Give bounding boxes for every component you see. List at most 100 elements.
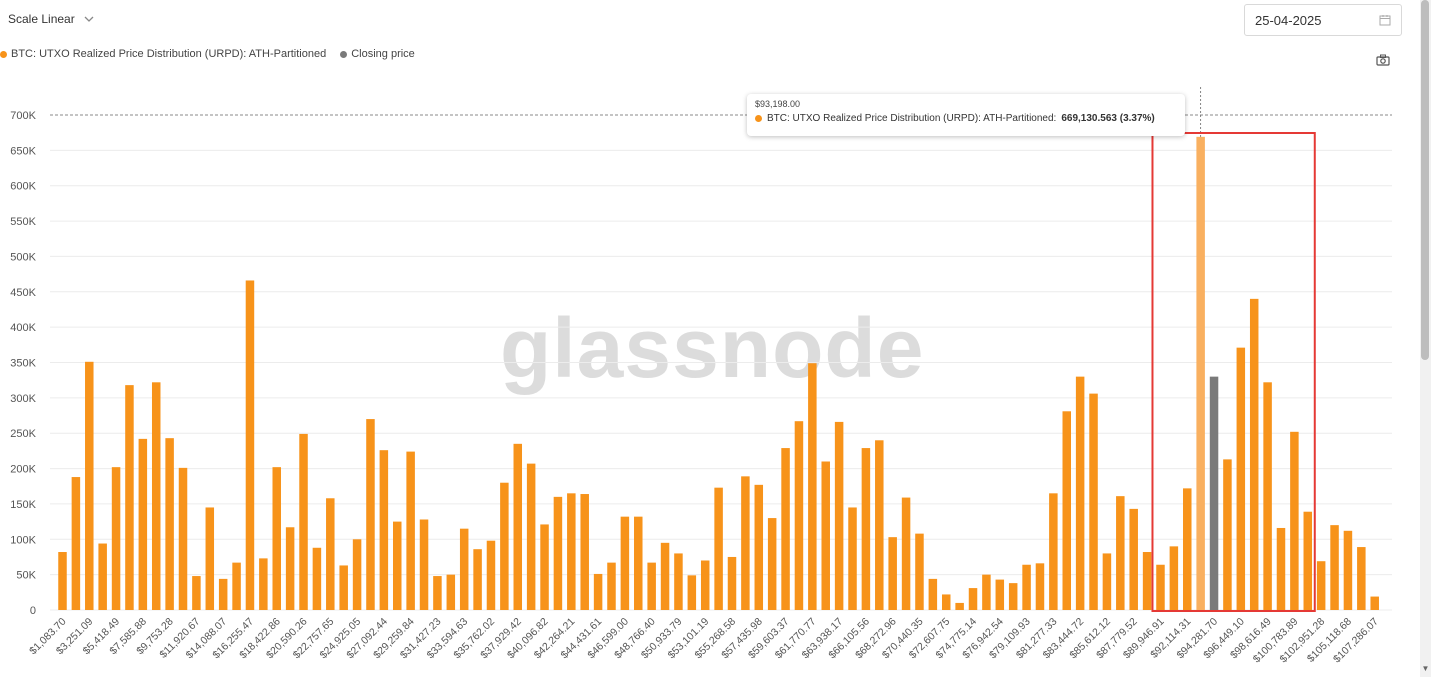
y-tick-label: 400K — [10, 322, 36, 334]
bar — [607, 562, 616, 610]
bar — [125, 385, 134, 610]
tooltip-price: $93,198.00 — [755, 99, 801, 109]
date-value: 25-04-2025 — [1255, 12, 1322, 28]
bar — [620, 516, 630, 610]
y-tick-label: 700K — [10, 110, 36, 122]
bar — [1129, 508, 1138, 610]
y-tick-label: 350K — [10, 358, 36, 370]
bar — [634, 516, 643, 610]
bar — [312, 547, 322, 610]
chart-legend: BTC: UTXO Realized Price Distribution (U… — [0, 48, 415, 60]
bar — [1223, 459, 1232, 610]
bar — [1008, 583, 1018, 610]
bar — [245, 280, 255, 610]
bar — [1183, 488, 1192, 610]
bar — [968, 588, 978, 610]
bar — [111, 467, 121, 610]
bar — [272, 467, 281, 610]
bar — [1290, 431, 1299, 610]
bar — [875, 440, 884, 610]
bar — [393, 521, 402, 610]
legend-item-urpd[interactable]: BTC: UTXO Realized Price Distribution (U… — [0, 48, 326, 60]
bar — [593, 573, 603, 610]
bar — [433, 576, 442, 610]
y-tick-label: 650K — [10, 145, 36, 157]
bar — [446, 574, 456, 610]
bar — [526, 463, 536, 610]
bar — [205, 507, 215, 610]
bar — [178, 467, 188, 610]
scrollbar-thumb[interactable] — [1421, 0, 1429, 360]
bar — [513, 443, 523, 610]
bar — [1370, 596, 1379, 610]
bar — [58, 552, 67, 610]
bar — [982, 574, 991, 610]
date-picker[interactable]: 25-04-2025 — [1244, 4, 1402, 36]
scale-select[interactable]: Scale Linear — [8, 8, 95, 30]
y-tick-label: 150K — [10, 499, 36, 511]
bar — [165, 438, 174, 610]
tooltip-value: 669,130.563 (3.37%) — [1061, 113, 1155, 124]
bar — [352, 539, 362, 610]
bar — [232, 562, 241, 610]
y-tick-label: 100K — [10, 534, 36, 546]
bar — [888, 537, 897, 610]
legend-label-urpd: BTC: UTXO Realized Price Distribution (U… — [11, 48, 327, 60]
bar — [540, 524, 549, 610]
bar — [85, 361, 94, 610]
camera-icon[interactable] — [1376, 54, 1390, 66]
bar — [500, 482, 509, 610]
bar — [700, 560, 710, 610]
bar — [861, 448, 871, 610]
bar — [406, 451, 415, 610]
bar — [459, 528, 469, 610]
bar — [1263, 382, 1272, 610]
bar — [419, 519, 429, 610]
bar — [714, 487, 723, 610]
bar — [98, 543, 107, 610]
bar — [995, 579, 1005, 610]
bar — [928, 578, 938, 610]
bar — [580, 494, 589, 610]
bar — [1357, 547, 1366, 610]
bar — [567, 493, 576, 610]
scroll-down-arrow[interactable]: ▼ — [1421, 664, 1430, 673]
bar — [379, 450, 389, 610]
chart-tooltip: $93,198.00 BTC: UTXO Realized Price Dist… — [747, 94, 1185, 136]
bar — [808, 363, 817, 610]
bar — [848, 507, 857, 610]
bar — [1343, 530, 1353, 610]
bar — [781, 448, 790, 610]
y-tick-label: 500K — [10, 251, 36, 263]
calendar-icon — [1379, 15, 1391, 26]
bar — [941, 594, 951, 610]
bar — [1116, 496, 1125, 610]
bar — [647, 562, 656, 610]
y-tick-label: 600K — [10, 181, 36, 193]
chevron-down-icon — [84, 16, 94, 22]
bar — [138, 438, 148, 610]
y-tick-label: 250K — [10, 428, 36, 440]
bar — [834, 421, 844, 610]
bar — [218, 578, 228, 610]
bar — [727, 556, 737, 610]
bar — [486, 540, 496, 610]
bar — [473, 549, 482, 610]
bar — [1035, 563, 1045, 610]
bar — [1022, 564, 1031, 610]
legend-item-closing-price[interactable]: Closing price — [340, 48, 415, 60]
bar — [1049, 493, 1058, 610]
bar — [1249, 298, 1259, 610]
bar — [366, 419, 375, 610]
bar — [71, 477, 81, 610]
bar — [741, 476, 750, 610]
bar — [285, 527, 295, 610]
bar — [1075, 376, 1085, 610]
y-tick-label: 50K — [16, 570, 36, 582]
bar — [754, 484, 764, 610]
bar — [1276, 527, 1286, 610]
annotation-box — [1151, 132, 1316, 612]
y-tick-label: 450K — [10, 287, 36, 299]
y-tick-label: 300K — [10, 393, 36, 405]
bar — [1062, 411, 1071, 610]
